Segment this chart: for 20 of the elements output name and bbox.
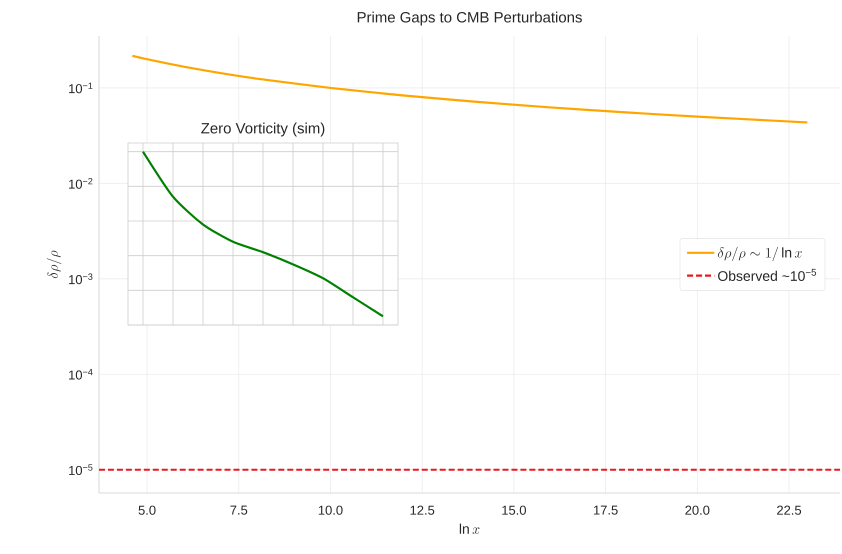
x-tick-label: 22.5 bbox=[777, 506, 802, 515]
y-tick-label: 10$^{−2}$ bbox=[69, 178, 92, 189]
x-tick-label: 17.5 bbox=[594, 506, 618, 515]
x-tick-label: 10.0 bbox=[318, 506, 343, 515]
legend-label: $\delta\rho/\rho \sim 1/\ln x$ bbox=[718, 246, 802, 262]
chart-title: Prime Gaps to CMB Perturbations bbox=[358, 12, 582, 26]
y-tick-label: 10$^{−1}$ bbox=[69, 82, 92, 94]
y-axis-title: $\delta\rho/\rho$ bbox=[46, 250, 62, 278]
y-tick-label: 10$^{−4}$ bbox=[69, 368, 93, 380]
legend-label: Observed ~10$^{−5}$ bbox=[718, 268, 816, 281]
x-tick-label: 15.0 bbox=[502, 506, 526, 515]
x-tick-label: 7.5 bbox=[230, 506, 248, 515]
y-tick-label: 10$^{−3}$ bbox=[69, 273, 92, 284]
chart-title: Zero Vorticity (sim) bbox=[201, 122, 324, 136]
line-series bbox=[131, 54, 808, 124]
y-tick-label: 10$^{−5}$ bbox=[69, 464, 92, 476]
x-axis-title: $\ln x$ bbox=[460, 524, 480, 534]
x-tick-label: 12.5 bbox=[410, 506, 434, 515]
x-tick-label: 20.0 bbox=[685, 506, 710, 515]
x-tick-label: 5.0 bbox=[138, 506, 156, 515]
